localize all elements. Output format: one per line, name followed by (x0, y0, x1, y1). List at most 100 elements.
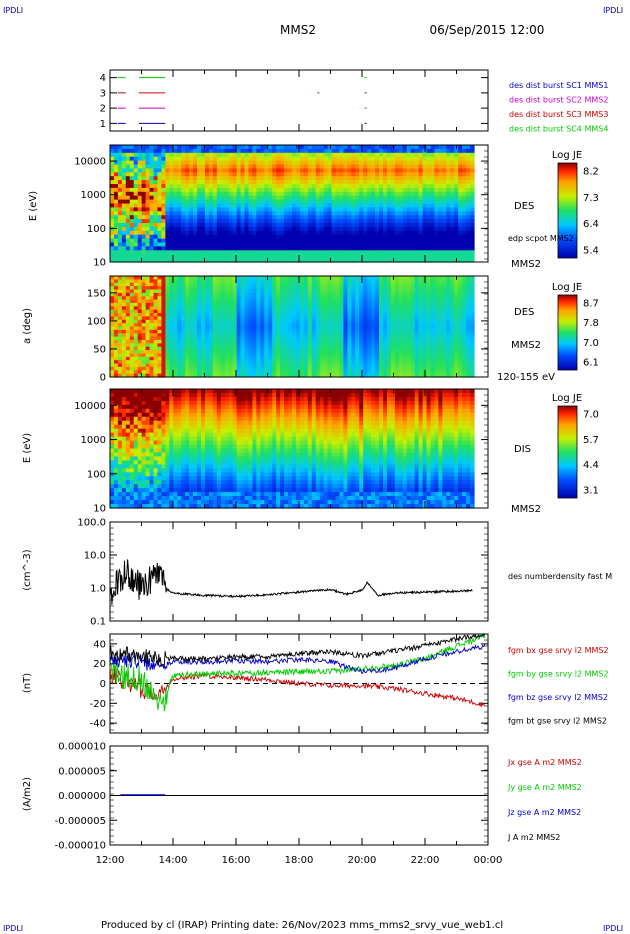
heatmap-cell (363, 254, 368, 259)
heatmap-cell (438, 219, 443, 224)
heatmap-cell (466, 152, 471, 158)
heatmap-cell (462, 254, 467, 259)
heatmap-cell (422, 211, 428, 216)
heatmap-cell (208, 258, 214, 263)
heatmap-cell (110, 323, 115, 328)
heatmap-cell (177, 296, 182, 301)
heatmap-cell (268, 223, 273, 228)
heatmap-cell (299, 309, 305, 314)
heatmap-cell (208, 292, 214, 297)
heatmap-cell (165, 319, 170, 324)
heatmap-cell (299, 250, 305, 255)
heatmap-cell (260, 156, 265, 162)
heatmap-cell (299, 326, 305, 331)
heatmap-cell (343, 238, 348, 244)
heatmap-cell (398, 180, 404, 185)
heatmap-cell (201, 309, 206, 314)
heatmap-cell (363, 343, 368, 348)
heatmap-cell (220, 207, 226, 212)
heatmap-cell (371, 168, 376, 173)
heatmap-cell (129, 176, 135, 181)
heatmap-cell (177, 350, 182, 355)
heatmap-cell (307, 286, 313, 291)
heatmap-cell (422, 219, 428, 224)
heatmap-cell (371, 223, 376, 228)
heatmap-cell (125, 207, 131, 212)
heatmap-cell (248, 250, 254, 255)
heatmap-cell (228, 279, 234, 284)
heatmap-cell (137, 356, 143, 361)
heatmap-cell (141, 254, 147, 259)
heatmap-cell (450, 168, 455, 173)
heatmap-cell (173, 306, 178, 311)
heatmap-cell (193, 207, 198, 212)
heatmap-cell (125, 160, 131, 166)
heatmap-cell (276, 282, 281, 287)
heatmap-cell (125, 203, 131, 208)
heatmap-cell (240, 250, 246, 255)
heatmap-cell (327, 258, 333, 263)
burst-y-tick-label: 3 (100, 88, 106, 99)
heatmap-cell (276, 333, 281, 338)
heatmap-cell (244, 276, 250, 280)
heatmap-cell (299, 195, 305, 201)
heatmap-cell (280, 336, 285, 341)
heatmap-cell (418, 219, 424, 224)
heatmap-cell (299, 350, 305, 355)
heatmap-cell (260, 323, 265, 328)
heatmap-cell (327, 282, 333, 287)
heatmap-cell (272, 226, 277, 232)
heatmap-cell (414, 226, 420, 232)
heatmap-cell (240, 156, 246, 162)
heatmap-cell (458, 184, 463, 189)
heatmap-cell (216, 223, 222, 228)
heatmap-cell (204, 366, 210, 371)
heatmap-cell (458, 195, 463, 201)
heatmap-cell (157, 353, 163, 358)
heatmap-cell (173, 234, 178, 240)
heatmap-cell (201, 238, 206, 244)
heatmap-cell (129, 168, 135, 173)
heatmap-cell (149, 313, 155, 317)
heatmap-cell (228, 292, 234, 297)
heatmap-cell (165, 164, 170, 169)
heatmap-cell (347, 160, 352, 166)
heatmap-cell (458, 238, 463, 244)
heatmap-cell (153, 339, 159, 344)
heatmap-cell (383, 370, 388, 375)
heatmap-cell (450, 246, 455, 251)
heatmap-cell (181, 373, 186, 378)
heatmap-cell (288, 336, 293, 341)
heatmap-cell (216, 360, 222, 365)
heatmap-cell (406, 219, 412, 224)
heatmap-cell (288, 326, 293, 331)
heatmap-cell (264, 203, 269, 208)
heatmap-cell (359, 180, 364, 185)
heatmap-cell (323, 254, 329, 259)
heatmap-cell (347, 282, 352, 287)
heatmap-cell (268, 299, 273, 304)
heatmap-cell (307, 319, 313, 324)
heatmap-cell (161, 242, 166, 247)
heatmap-cell (367, 207, 372, 212)
heatmap-cell (295, 207, 301, 212)
heatmap-cell (311, 172, 317, 177)
heatmap-cell (173, 176, 178, 181)
heatmap-cell (204, 360, 210, 365)
heatmap-cell (299, 168, 305, 173)
heatmap-cell (177, 353, 182, 358)
heatmap-cell (197, 203, 202, 208)
heatmap-cell (284, 343, 289, 348)
heatmap-cell (216, 164, 222, 169)
heatmap-cell (173, 203, 178, 208)
heatmap-cell (434, 187, 439, 193)
heatmap-cell (224, 156, 230, 162)
heatmap-cell (383, 145, 388, 150)
heatmap-cell (240, 289, 246, 294)
heatmap-cell (264, 172, 269, 177)
heatmap-cell (165, 316, 170, 321)
heatmap-cell (410, 211, 416, 216)
heatmap-cell (137, 148, 143, 154)
heatmap-cell (394, 168, 400, 173)
heatmap-cell (252, 258, 257, 263)
